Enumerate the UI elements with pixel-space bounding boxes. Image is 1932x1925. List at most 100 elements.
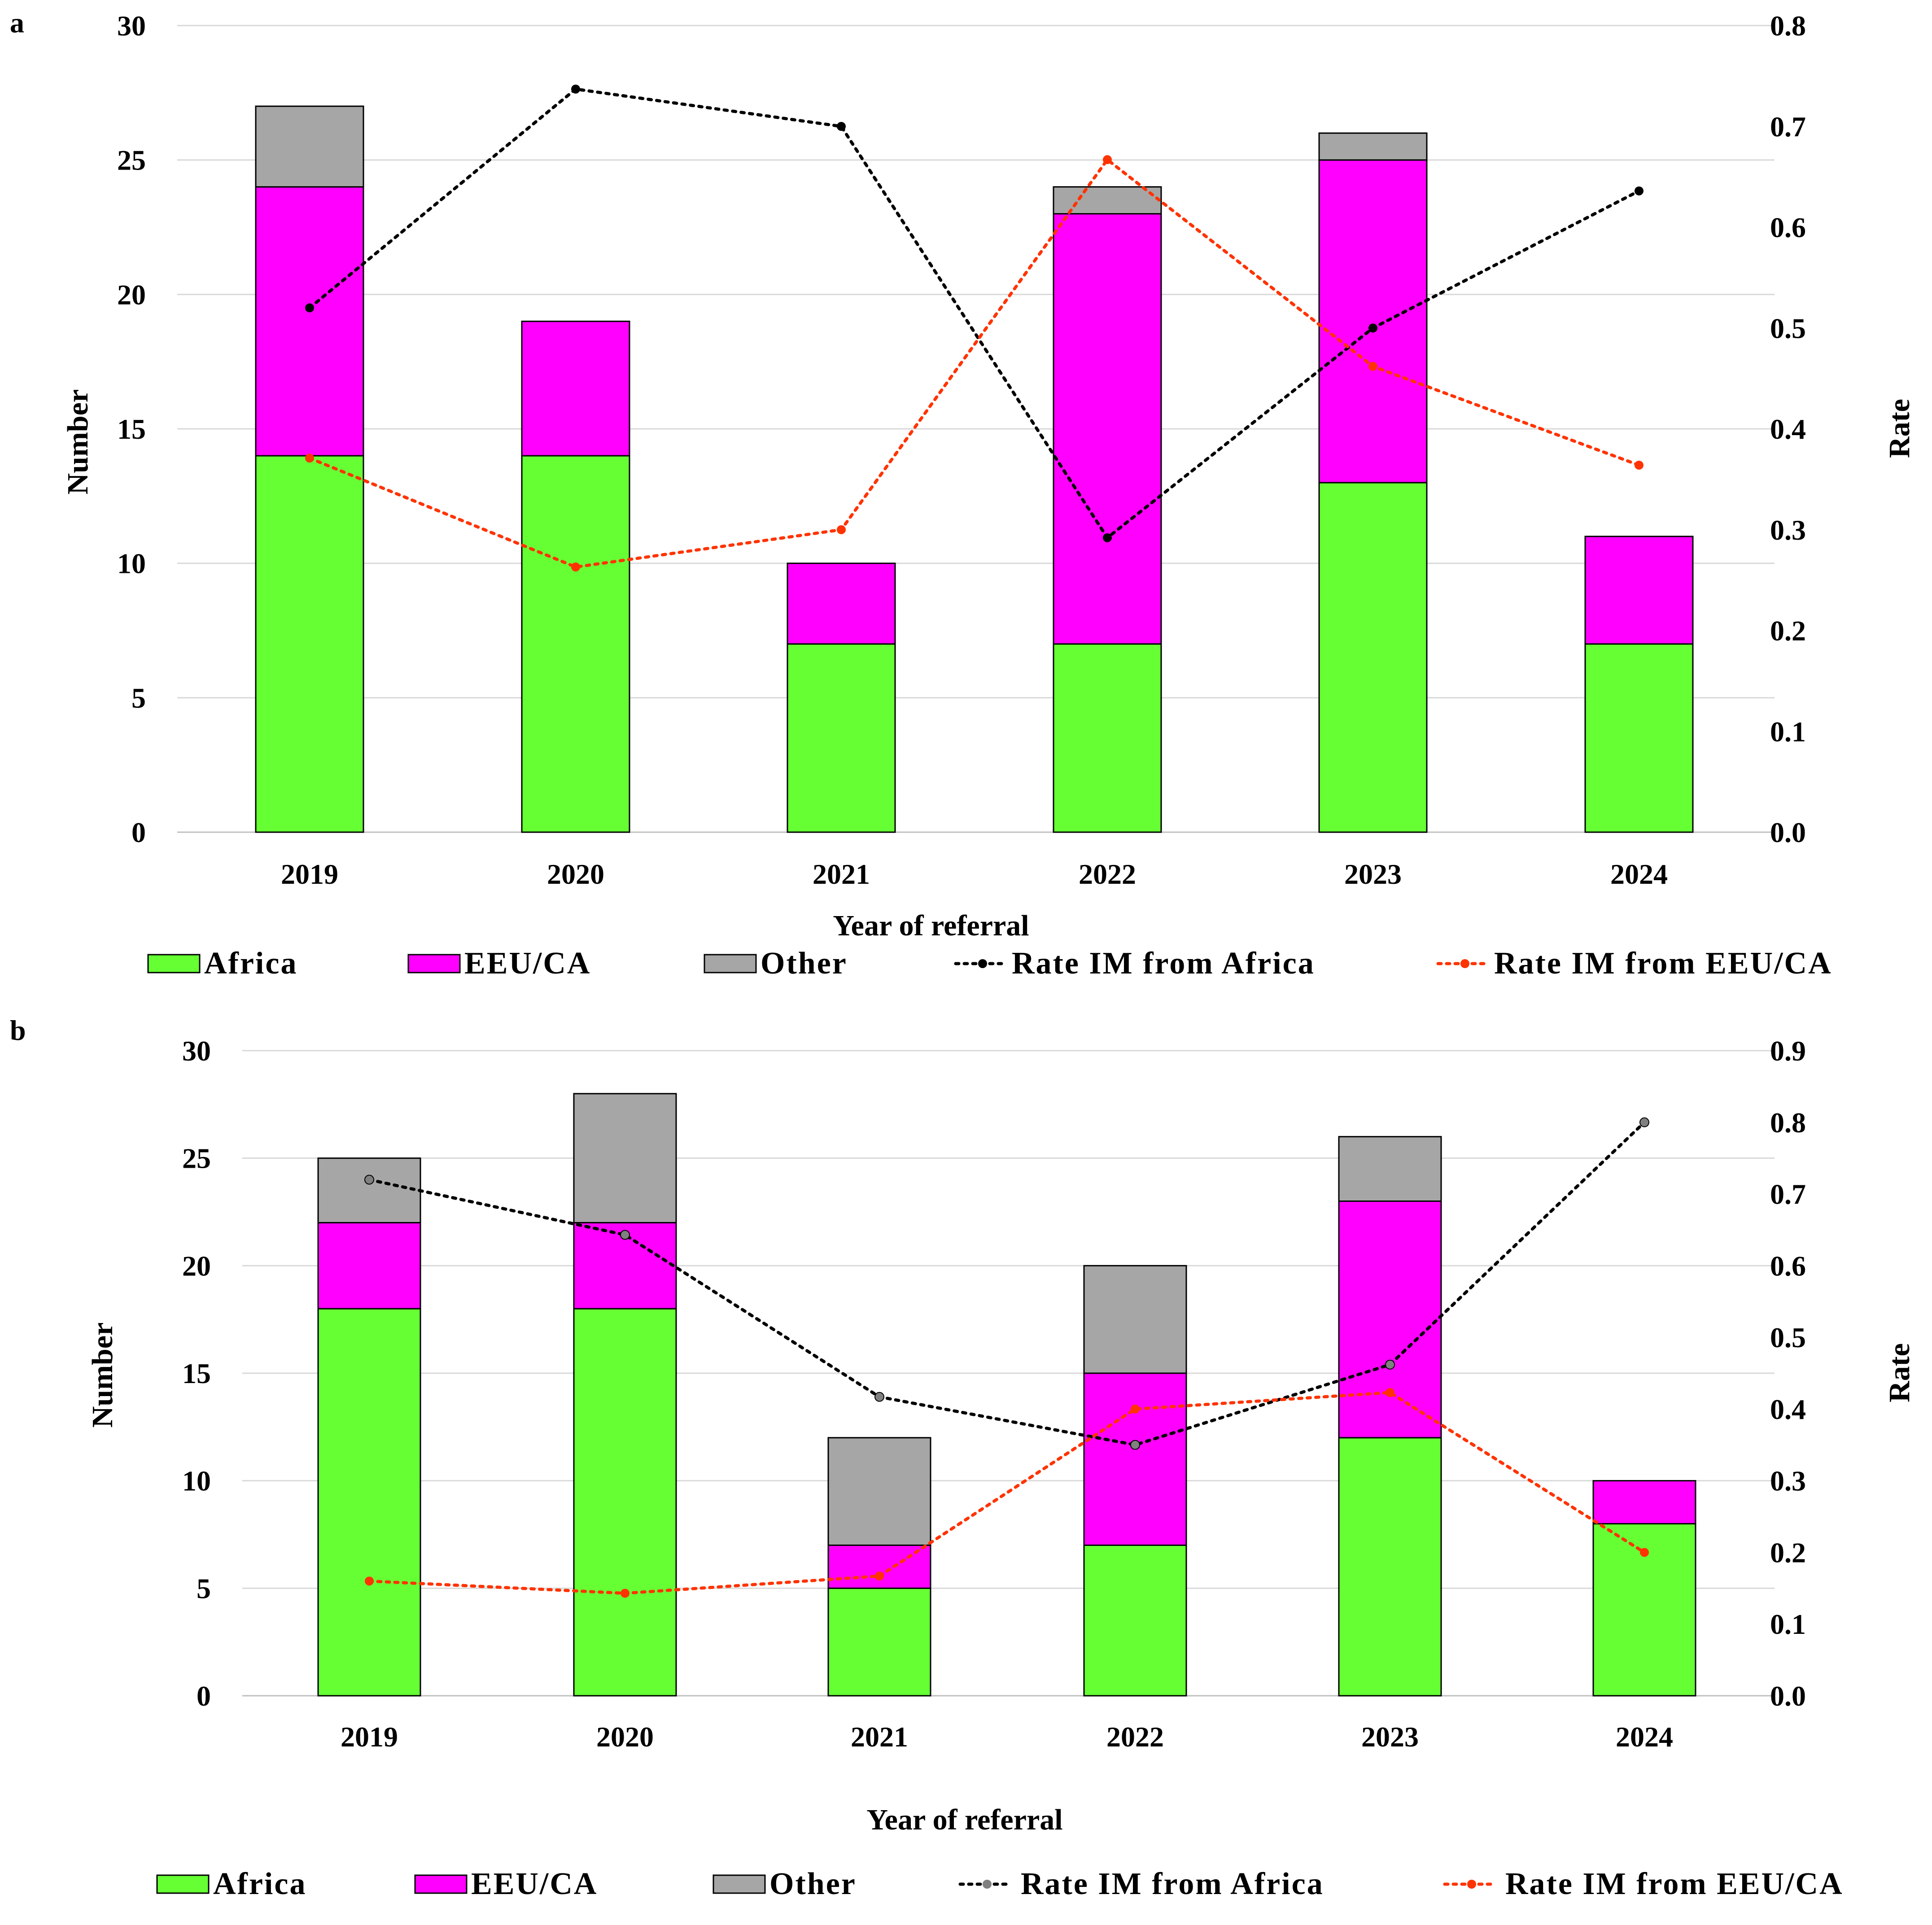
legend-label: EEU/CA <box>471 1867 598 1901</box>
y2-tick-label: 0.3 <box>1770 1465 1806 1497</box>
bar-eeu-ca <box>827 1544 931 1589</box>
marker-rate-im-from-africa <box>1368 323 1377 333</box>
marker-rate-im-from-africa <box>1130 1440 1140 1450</box>
bar-africa <box>1053 643 1162 833</box>
y-tick-label: 5 <box>197 1572 211 1604</box>
legend-label: Africa <box>213 1867 306 1901</box>
y-tick-label: 0 <box>197 1680 211 1712</box>
bar-eeu-ca <box>521 320 630 457</box>
legend-swatch <box>407 954 461 973</box>
y2-tick-label: 0.0 <box>1770 1680 1806 1712</box>
y-axis-title: Number <box>86 1323 119 1428</box>
panel-b: b 0 5 10 15 20 25 30 0.0 0.1 0.2 0.3 0.4 0.5 0.6 0.7 0.… <box>10 1014 1916 1901</box>
y2-tick-label: 0.4 <box>1770 413 1806 445</box>
legend-marker <box>1460 959 1469 968</box>
y-tick-label: 10 <box>182 1465 211 1497</box>
bar-eeu-ca <box>1083 1372 1187 1546</box>
bar-africa <box>255 455 364 833</box>
marker-rate-im-from-africa <box>571 84 580 94</box>
y-axis-title: Number <box>61 389 94 495</box>
marker-rate-im-from-eeu-ca <box>305 454 314 463</box>
legend-marker <box>1467 1880 1476 1889</box>
bar-other <box>317 1157 421 1223</box>
y-tick-label: 15 <box>182 1358 211 1389</box>
legend-marker <box>978 959 987 968</box>
marker-rate-im-from-eeu-ca <box>571 562 580 572</box>
x-tick-label: 2024 <box>1616 1721 1673 1753</box>
y2-tick-label: 0.7 <box>1770 111 1806 143</box>
x-tick-label: 2023 <box>1344 858 1402 890</box>
marker-rate-im-from-eeu-ca <box>621 1589 629 1598</box>
marker-rate-im-from-eeu-ca <box>1368 362 1377 371</box>
y-tick-label: 20 <box>117 279 146 310</box>
bar-other <box>1318 132 1428 161</box>
y2-tick-label: 0.4 <box>1770 1393 1806 1425</box>
y2-tick-label: 0.3 <box>1770 514 1806 546</box>
x-tick-label: 2022 <box>1106 1721 1164 1753</box>
marker-rate-im-from-africa <box>1385 1359 1395 1370</box>
x-tick-label: 2019 <box>281 858 338 890</box>
marker-rate-im-from-africa <box>837 122 846 131</box>
x-tick-label: 2019 <box>341 1721 398 1753</box>
y2-tick-label: 0.1 <box>1770 716 1806 747</box>
x-tick-label: 2023 <box>1361 1721 1419 1753</box>
y2-axis-title: Rate <box>1883 399 1916 458</box>
bar-africa <box>1318 482 1428 833</box>
y2-tick-label: 0.9 <box>1770 1035 1806 1067</box>
bar-other <box>1338 1136 1442 1202</box>
y2-tick-label: 0.6 <box>1770 1250 1806 1282</box>
x-tick-label: 2020 <box>547 858 604 890</box>
marker-rate-im-from-eeu-ca <box>1131 1404 1140 1414</box>
marker-rate-im-from-africa <box>305 303 314 313</box>
y2-tick-label: 0.6 <box>1770 212 1806 244</box>
y-tick-label: 30 <box>182 1035 211 1067</box>
marker-rate-im-from-eeu-ca <box>365 1576 374 1586</box>
legend-marker <box>983 1880 992 1889</box>
bar-africa <box>1584 643 1694 833</box>
legend-label: Rate IM from Africa <box>1021 1867 1324 1901</box>
legend-swatch <box>712 1874 766 1894</box>
legend-swatch <box>414 1874 468 1894</box>
y2-tick-label: 0.8 <box>1770 1107 1806 1139</box>
bar-eeu-ca <box>317 1222 421 1310</box>
bar-other <box>255 105 364 188</box>
y2-tick-label: 0.8 <box>1770 10 1806 42</box>
bar-eeu-ca <box>255 186 364 457</box>
y-tick-label: 25 <box>182 1143 211 1174</box>
bar-eeu-ca <box>1592 1480 1696 1525</box>
marker-rate-im-from-eeu-ca <box>1103 155 1112 164</box>
x-axis-title: Year of referral <box>866 1803 1062 1836</box>
x-tick-label: 2021 <box>813 858 870 890</box>
marker-rate-im-from-eeu-ca <box>1640 1548 1649 1557</box>
bar-eeu-ca <box>1584 536 1694 645</box>
y-tick-label: 15 <box>117 413 146 445</box>
legend-swatch <box>156 1874 210 1894</box>
marker-rate-im-from-eeu-ca <box>875 1571 884 1581</box>
y-tick-label: 0 <box>131 816 146 848</box>
y2-tick-label: 0.5 <box>1770 1322 1806 1353</box>
marker-rate-im-from-africa <box>364 1174 374 1185</box>
line-rate-im-from-eeu-ca <box>308 157 1641 569</box>
bar-africa <box>827 1587 931 1697</box>
line-rate-im-from-africa <box>367 1121 1646 1447</box>
x-tick-label: 2022 <box>1079 858 1136 890</box>
legend-label: Rate IM from Africa <box>1012 946 1315 981</box>
marker-rate-im-from-africa <box>1639 1117 1649 1127</box>
bar-eeu-ca <box>787 563 896 645</box>
y2-tick-label: 0.5 <box>1770 312 1806 344</box>
legend-label: Rate IM from EEU/CA <box>1494 946 1832 981</box>
y-tick-label: 25 <box>117 144 146 176</box>
y2-tick-label: 0.2 <box>1770 1537 1806 1568</box>
bar-other <box>1083 1265 1187 1374</box>
y-tick-label: 30 <box>117 10 146 42</box>
bar-eeu-ca <box>1318 159 1428 484</box>
bar-africa <box>573 1308 677 1697</box>
marker-rate-im-from-africa <box>1103 533 1112 542</box>
marker-rate-im-from-eeu-ca <box>1635 460 1644 470</box>
y2-tick-label: 0.2 <box>1770 615 1806 647</box>
bar-other <box>573 1093 677 1223</box>
marker-rate-im-from-africa <box>620 1230 630 1240</box>
y2-tick-label: 0.0 <box>1770 816 1806 848</box>
line-rate-im-from-africa <box>308 87 1641 540</box>
marker-rate-im-from-eeu-ca <box>1386 1388 1394 1397</box>
